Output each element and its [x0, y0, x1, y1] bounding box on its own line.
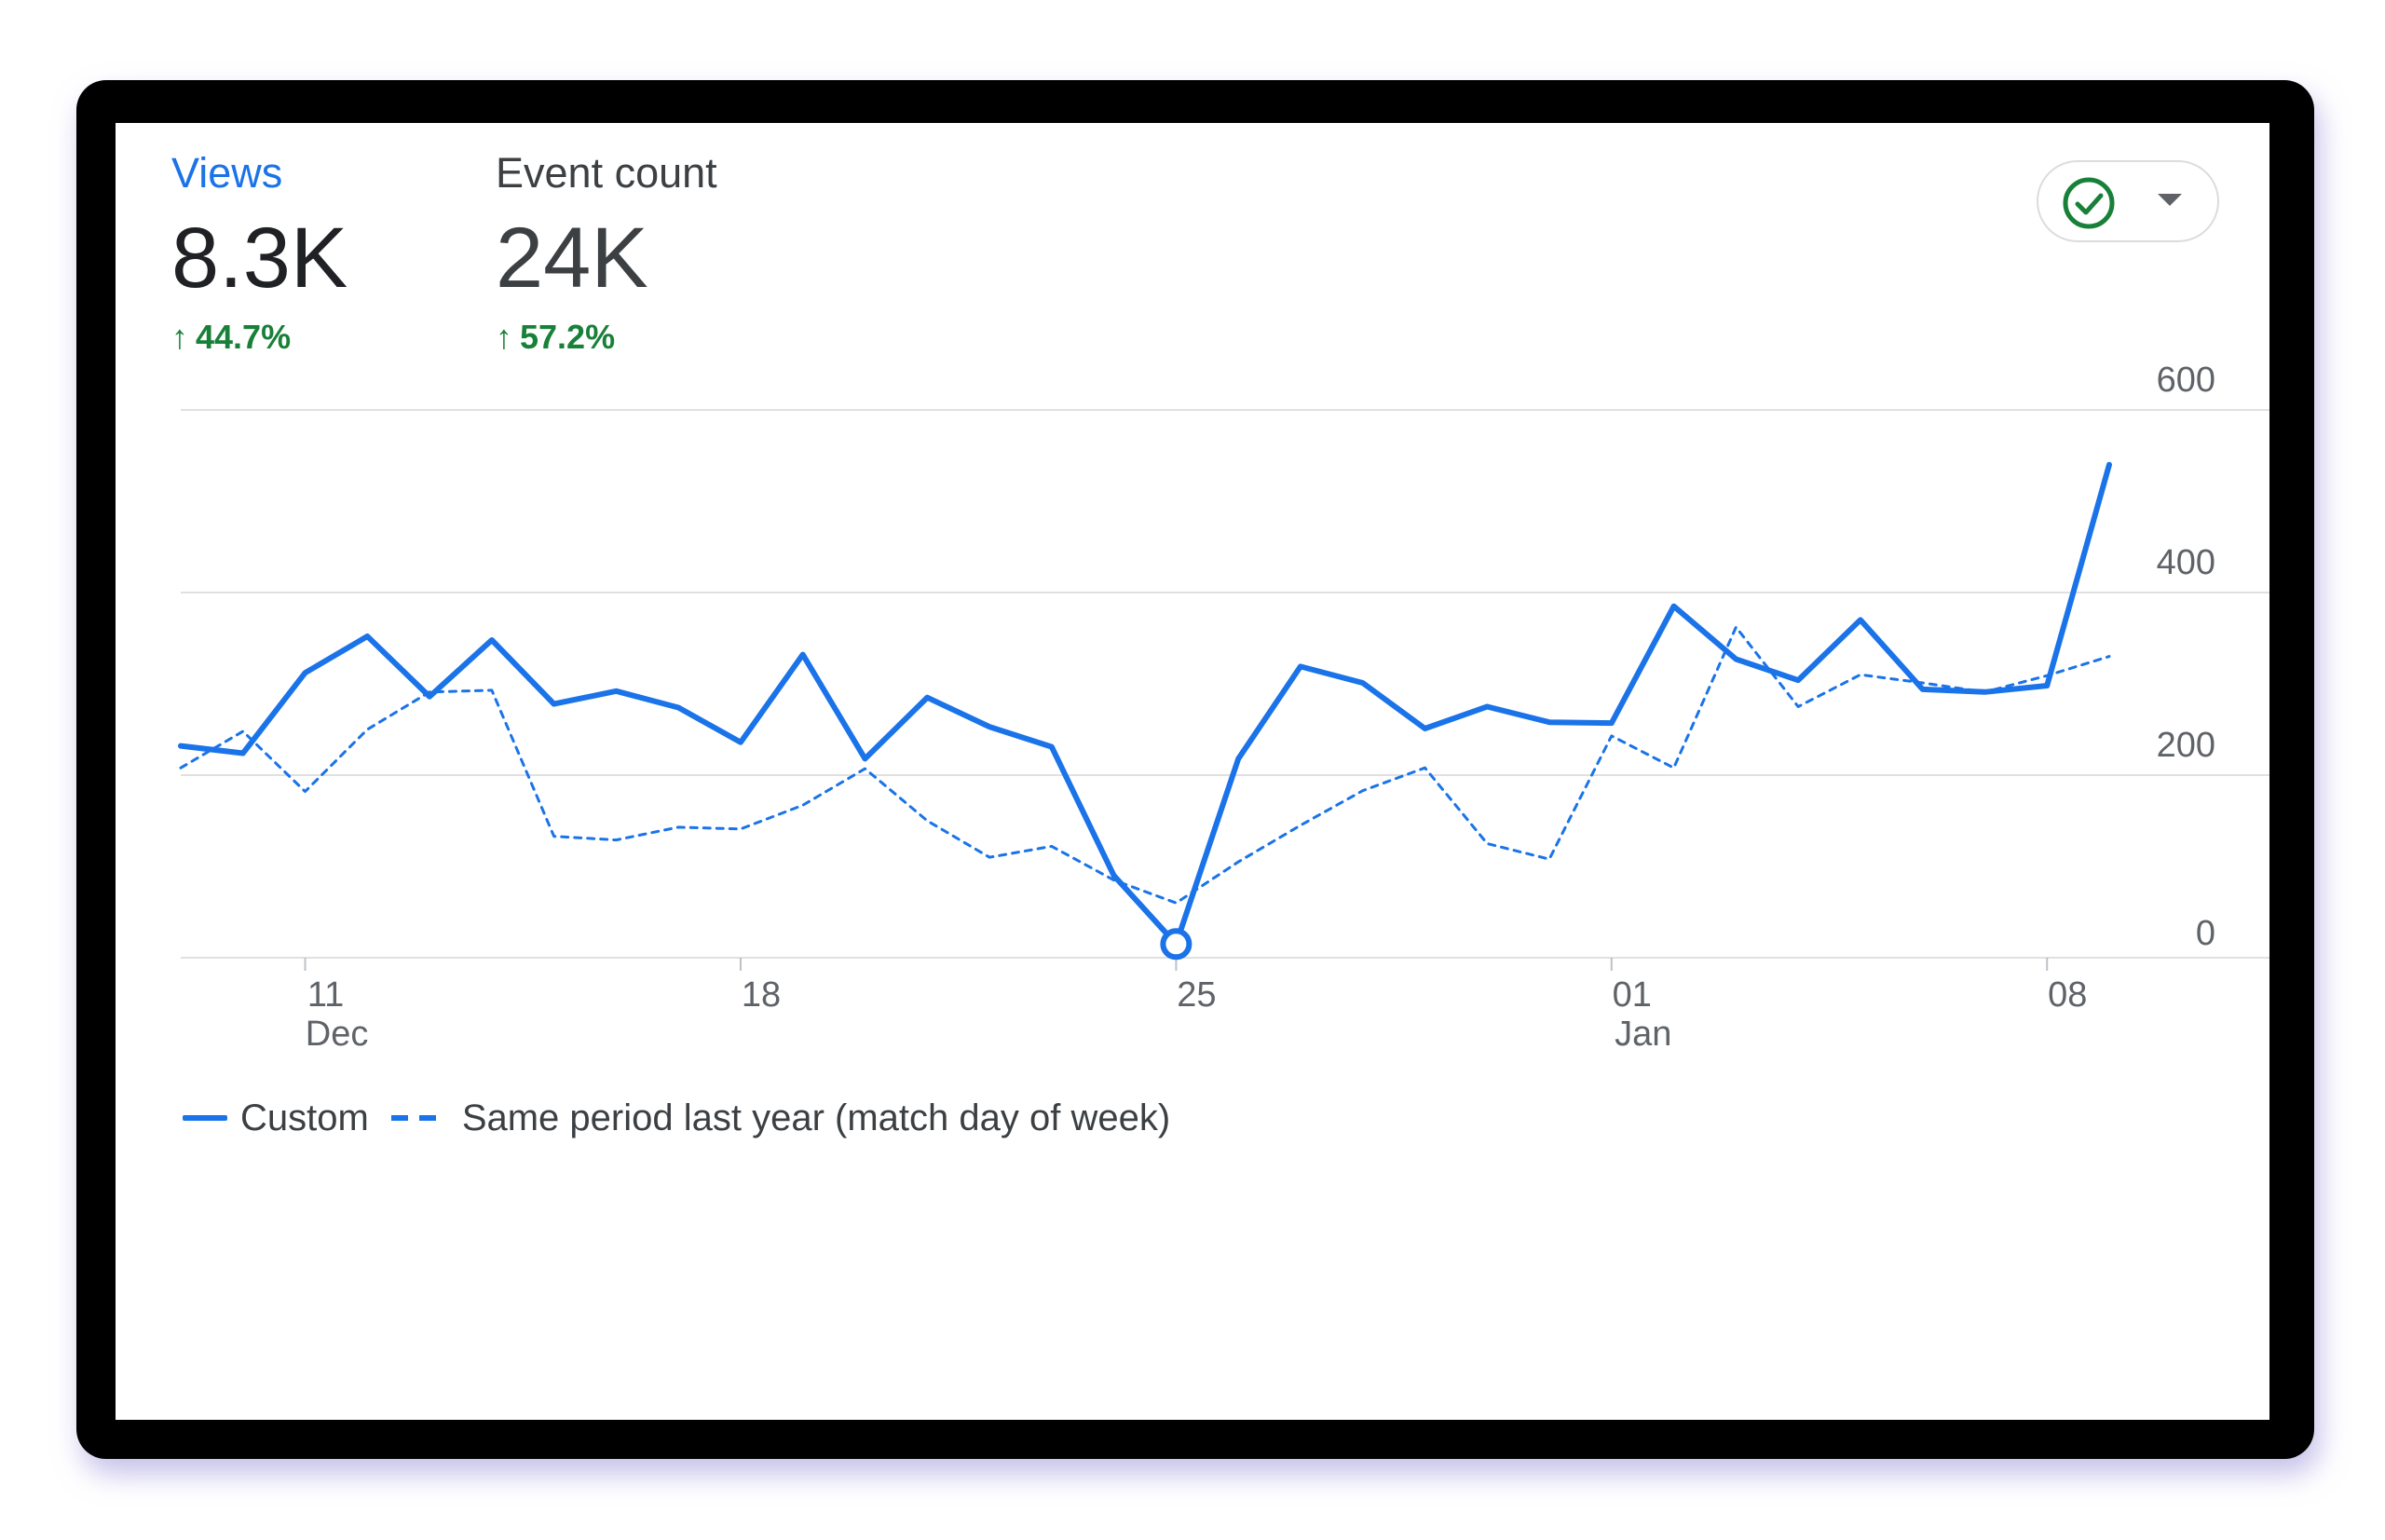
- legend-item-last-year[interactable]: Same period last year (match day of week…: [390, 1097, 1171, 1139]
- metric-label: Views: [171, 149, 283, 197]
- metric-change-value: 44.7%: [196, 318, 292, 356]
- analytics-card: Views 8.3K ↑ 44.7% Event count 24K ↑ 57.2%…: [116, 123, 2269, 1420]
- x-tick-label: 18: [742, 975, 781, 1015]
- y-tick-label: 400: [2157, 543, 2215, 582]
- metric-change-value: 57.2%: [520, 318, 616, 356]
- legend-swatch-dashed: [390, 1115, 447, 1121]
- metric-views[interactable]: Views 8.3K ↑ 44.7%: [171, 149, 348, 358]
- series-line-last-year: [179, 625, 2111, 905]
- metric-value: 8.3K: [171, 211, 348, 306]
- chart-legend: Custom Same period last year (match day …: [183, 1092, 1192, 1144]
- legend-label: Custom: [240, 1097, 369, 1138]
- comparison-dropdown-button[interactable]: [2037, 160, 2219, 242]
- legend-label: Same period last year (match day of week…: [461, 1097, 1171, 1138]
- metric-change: ↑ 44.7%: [171, 317, 348, 358]
- x-tick-label: 25: [1177, 975, 1216, 1015]
- legend-swatch-solid: [183, 1115, 227, 1121]
- caret-down-icon: [2158, 194, 2182, 206]
- x-tick-label: 08: [2048, 975, 2087, 1015]
- metric-event-count[interactable]: Event count 24K ↑ 57.2%: [496, 149, 717, 358]
- arrow-up-icon: ↑: [171, 318, 188, 356]
- x-tick-label: 11: [307, 975, 344, 1015]
- arrow-up-icon: ↑: [496, 318, 512, 356]
- highlight-point: [1160, 928, 1192, 961]
- y-tick-label: 600: [2157, 361, 2215, 400]
- x-tick-sublabel: Jan: [1615, 1015, 1671, 1054]
- x-tick-label: 01: [1613, 975, 1652, 1015]
- metric-value: 24K: [496, 211, 648, 306]
- series-line-custom: [178, 461, 2112, 947]
- x-tick-sublabel: Dec: [306, 1015, 369, 1054]
- legend-item-custom[interactable]: Custom: [183, 1097, 369, 1139]
- y-tick-label: 200: [2157, 726, 2215, 765]
- metric-change: ↑ 57.2%: [496, 317, 717, 358]
- y-tick-label: 0: [2196, 914, 2215, 953]
- metric-label: Event count: [496, 149, 717, 197]
- check-circle-icon: [2063, 177, 2115, 229]
